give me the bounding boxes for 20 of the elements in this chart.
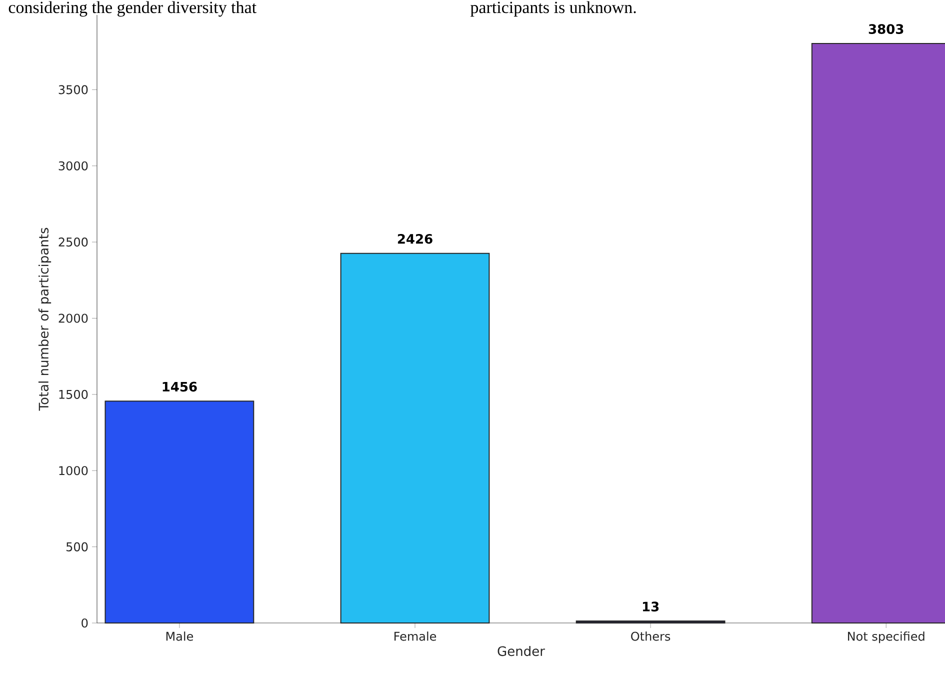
y-tick-label: 2500 [58, 238, 88, 247]
y-tick-label: 3000 [58, 161, 88, 170]
x-axis-title: Gender [498, 646, 545, 656]
data-label: 2426 [398, 234, 432, 244]
y-tick-label: 1500 [59, 390, 88, 399]
y-tick-label: 3500 [58, 85, 88, 94]
y-axis-title: Total number of participants [38, 228, 52, 411]
data-label: 1456 [162, 382, 197, 392]
x-tick-label: Female [394, 632, 436, 641]
data-label: 3803 [868, 24, 904, 34]
annotation: participants is unknown. [470, 1, 636, 17]
x-tick-label: Male [166, 632, 194, 641]
y-tick-label: 0 [82, 618, 88, 628]
y-tick-label: 500 [66, 542, 88, 552]
data-label: 13 [642, 602, 659, 612]
annotation: considering the gender diversity that [8, 1, 256, 17]
y-tick-label: 2000 [58, 314, 88, 323]
x-tick-label: Others [631, 632, 670, 641]
x-tick-label: Not specified [848, 632, 924, 644]
y-tick-label: 1000 [59, 466, 88, 476]
